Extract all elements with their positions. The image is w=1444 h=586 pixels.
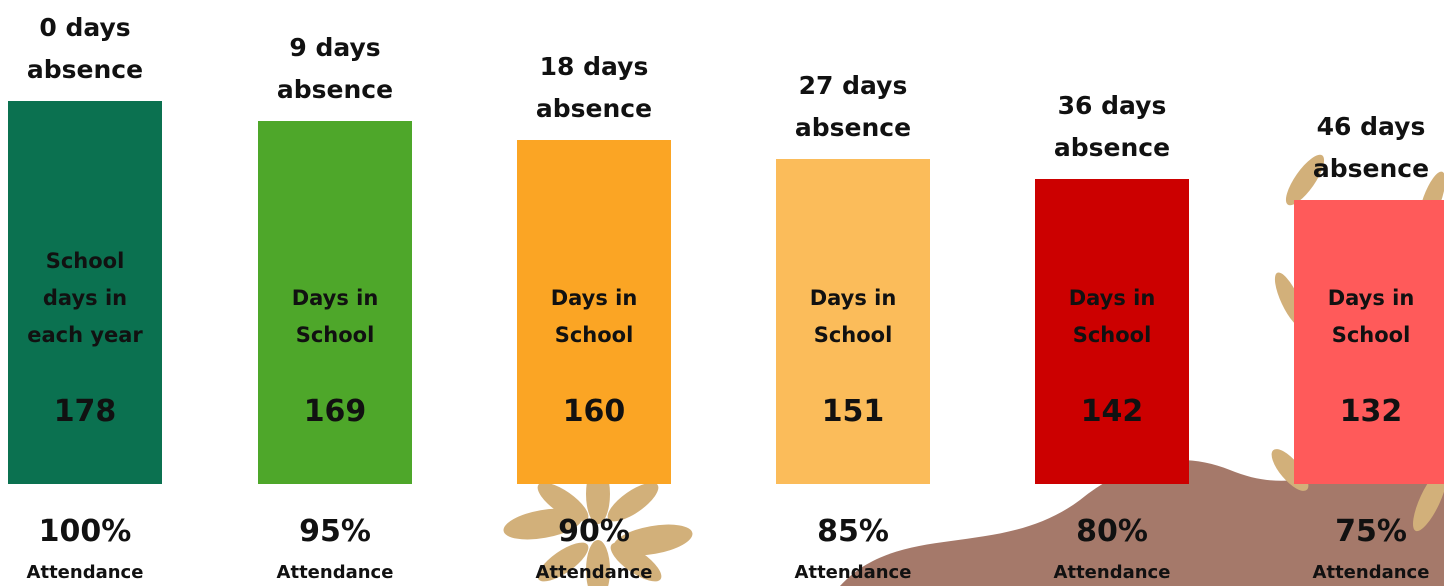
- attendance-value: 95%: [228, 514, 442, 549]
- decoration: [0, 0, 1444, 586]
- days-value: 142: [1035, 394, 1189, 429]
- page: {"columns": [ {"absence": "0 days absenc…: [0, 0, 1444, 586]
- days-value: 132: [1294, 394, 1444, 429]
- absence-label: 18 days absence: [487, 46, 701, 130]
- absence-label: 0 days absence: [0, 7, 192, 91]
- bar: Days in School 160: [517, 140, 671, 484]
- bar: Days in School 142: [1035, 179, 1189, 484]
- absence-label: 9 days absence: [228, 27, 442, 111]
- attendance-label: Attendance: [746, 562, 960, 583]
- bar-label: School days in each year: [18, 243, 152, 354]
- attendance-label: Attendance: [228, 562, 442, 583]
- bar-label: Days in School: [527, 280, 661, 354]
- absence-label: 46 days absence: [1264, 106, 1444, 190]
- bar: Days in School 169: [258, 121, 412, 484]
- days-value: 160: [517, 394, 671, 429]
- attendance-value: 90%: [487, 514, 701, 549]
- attendance-label: Attendance: [1005, 562, 1219, 583]
- bar-label: Days in School: [1045, 280, 1179, 354]
- bar-label: Days in School: [1304, 280, 1438, 354]
- days-value: 178: [8, 394, 162, 429]
- attendance-value: 80%: [1005, 514, 1219, 549]
- bar: School days in each year 178: [8, 101, 162, 484]
- days-value: 169: [258, 394, 412, 429]
- bar: Days in School 151: [776, 159, 930, 484]
- bar: Days in School 132: [1294, 200, 1444, 484]
- attendance-label: Attendance: [1264, 562, 1444, 583]
- absence-label: 27 days absence: [746, 65, 960, 149]
- days-value: 151: [776, 394, 930, 429]
- attendance-label: Attendance: [0, 562, 192, 583]
- attendance-label: Attendance: [487, 562, 701, 583]
- attendance-value: 100%: [0, 514, 192, 549]
- bar-label: Days in School: [786, 280, 920, 354]
- absence-label: 36 days absence: [1005, 85, 1219, 169]
- attendance-value: 85%: [746, 514, 960, 549]
- attendance-value: 75%: [1264, 514, 1444, 549]
- bar-label: Days in School: [268, 280, 402, 354]
